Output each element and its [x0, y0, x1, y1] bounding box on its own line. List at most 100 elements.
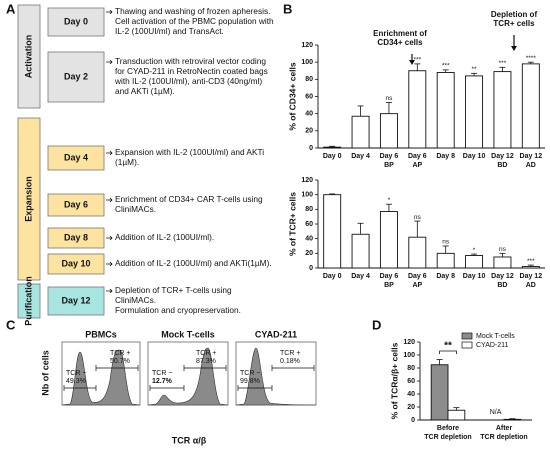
arrow — [106, 9, 113, 15]
step-text: with IL-2 (100UI/ml), anti-CD3 (40ng/ml) — [114, 76, 262, 86]
x-tick-label: Day 6 — [380, 273, 399, 280]
bar — [493, 256, 512, 269]
step-text: Addition of IL-2 (100UI/ml). — [115, 232, 214, 242]
bar — [430, 364, 449, 421]
x-tick-label: After — [496, 425, 513, 432]
y-tick-label: 40 — [407, 391, 415, 398]
flow-title: Mock T-cells — [161, 329, 215, 339]
gate-label: TCR + — [280, 350, 300, 357]
bar — [521, 266, 540, 269]
y-tick-label: 120 — [301, 177, 313, 184]
x-tick-label: Day 0 — [323, 153, 342, 160]
y-tick-label: 60 — [407, 378, 415, 385]
histogram — [235, 347, 317, 406]
day-label: Day 0 — [64, 16, 88, 26]
day-box — [47, 227, 105, 249]
x-tick-label: Day 12 — [520, 153, 543, 160]
section-box — [17, 283, 41, 319]
y-tick-label: 20 — [305, 250, 313, 257]
y-tick-label: 100 — [301, 192, 313, 199]
x-tick-label: Day 12 — [520, 273, 543, 280]
bar — [351, 233, 370, 269]
annotation-arrowhead — [511, 46, 517, 51]
x-tick-label: Day 12 — [491, 273, 514, 280]
bar — [323, 146, 342, 149]
legend-label: CYAD-211 — [476, 342, 509, 349]
gate-pct: 12.7% — [152, 378, 173, 385]
x-tick-label: Day 6 — [380, 153, 399, 160]
gate-pct: 0.18% — [280, 358, 300, 365]
step-text: and AKTi (1µM). — [115, 86, 175, 96]
day-label: Day 12 — [61, 295, 90, 305]
significance: *** — [499, 60, 507, 67]
flow-x-label: TCR α/β — [172, 435, 207, 445]
significance: * — [388, 197, 391, 204]
annotation-arrowhead — [409, 60, 415, 65]
gate-label: TCR − — [152, 370, 172, 377]
step-text: for CYAD-211 in RetroNectin coated bags — [115, 66, 268, 76]
step-text: IL-2 (100UI/ml) and TransAct. — [115, 26, 224, 36]
y-tick-label: 40 — [305, 111, 313, 118]
section-box — [17, 117, 41, 281]
legend-label: Mock T-cells — [476, 333, 515, 340]
x-tick-label: AD — [526, 162, 536, 169]
y-tick-label: 60 — [305, 221, 313, 228]
y-tick-label: 80 — [407, 365, 415, 372]
arrow — [106, 59, 113, 65]
panel-letter: A — [6, 1, 16, 16]
annotation: TCR+ cells — [493, 19, 535, 28]
step-text: CliniMACs. — [115, 295, 156, 305]
annotation: Depletion of — [491, 10, 538, 19]
bar — [351, 115, 370, 149]
step-text: CliniMACs. — [115, 204, 156, 214]
y-tick-label: 80 — [305, 206, 313, 213]
bar — [493, 71, 512, 149]
day-label: Day 2 — [64, 71, 88, 81]
step-text: Formulation and cryopreservation. — [115, 305, 241, 315]
y-tick-label: 20 — [407, 404, 415, 411]
flow-title: PBMCs — [85, 329, 117, 339]
x-tick-label: Day 8 — [436, 153, 455, 160]
annotation: Enrichment of — [373, 29, 427, 38]
step-text: Enrichment of CD34+ CAR T-cells using — [115, 194, 263, 204]
day-box — [47, 253, 105, 275]
y-tick-label: 40 — [305, 236, 313, 243]
step-text: Expansion with IL-2 (100UI/ml) and AKTi — [115, 147, 264, 157]
significance: **** — [526, 55, 537, 62]
step-text: Addition of IL-2 (100UI/ml) and AKTi(1µM… — [115, 258, 272, 268]
panel-letter: D — [372, 317, 381, 332]
legend-swatch — [461, 341, 473, 349]
significance: *** — [414, 57, 422, 64]
bar — [465, 75, 484, 149]
histogram — [61, 349, 141, 406]
section-box — [17, 4, 41, 109]
gate-label: TCR + — [196, 350, 216, 357]
x-tick-label: TCR depletion — [480, 434, 527, 441]
bar — [436, 252, 455, 269]
x-tick-label: TCR depletion — [424, 434, 471, 441]
y-tick-label: 20 — [305, 128, 313, 135]
flow-y-label: Nb of cells — [40, 350, 50, 396]
x-tick-label: AP — [412, 162, 422, 169]
bar — [447, 409, 466, 421]
day-box — [47, 145, 105, 171]
day-box — [47, 286, 105, 316]
x-tick-label: Day 8 — [436, 273, 455, 280]
x-tick-label: Day 12 — [491, 153, 514, 160]
bar — [323, 194, 342, 269]
section-label: Expansion — [23, 176, 33, 222]
significance: ** — [472, 66, 478, 73]
y-axis-label: % of CD34+ cells — [287, 62, 297, 131]
gate-pct: 87.3% — [196, 358, 216, 365]
flow-histograms — [61, 341, 317, 406]
x-tick-label: Day 4 — [351, 273, 370, 280]
y-tick-label: 0 — [309, 265, 313, 272]
flow-title: CYAD-211 — [255, 329, 297, 339]
x-tick-label: Day 6 — [408, 153, 427, 160]
legend-swatch — [461, 332, 473, 340]
x-tick-label: AD — [526, 282, 536, 289]
annotation: CD34+ cells — [377, 38, 423, 47]
gate-pct: 50.7% — [110, 358, 130, 365]
y-tick-label: 100 — [403, 352, 415, 359]
